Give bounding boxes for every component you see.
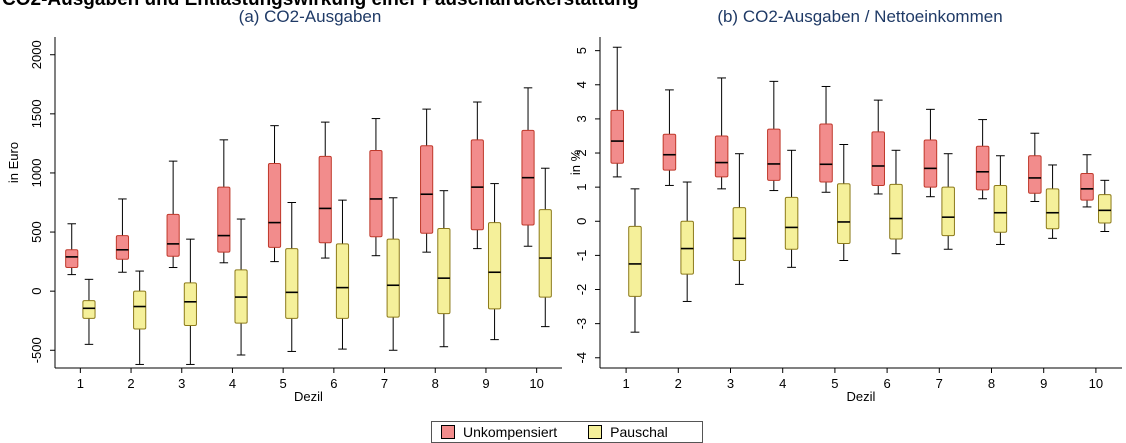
- panel-b-y-tick-label: 4: [574, 81, 589, 88]
- panel-b-x-tick-label: 3: [727, 376, 734, 391]
- panel-a-box-unkompensiert: [65, 249, 79, 269]
- panel-b-box-pauschal: [732, 207, 747, 262]
- panel-b-x-tick-label: 7: [936, 376, 943, 391]
- panel-a-x-tick-label: 2: [127, 376, 134, 391]
- panel-b-title: (b) CO2-Ausgaben / Nettoeinkommen: [717, 7, 1002, 26]
- panel-b-box-pauschal: [628, 225, 642, 297]
- panel-a-y-tick-label: 2000: [29, 40, 44, 69]
- panel-a-box-unkompensiert: [369, 149, 383, 238]
- panel-b-x-tick-label: 8: [988, 376, 995, 391]
- panel-a-x-tick-label: 3: [178, 376, 185, 391]
- panel-b-box-unkompensiert: [767, 128, 781, 181]
- panel-b-box-pauschal: [889, 183, 903, 240]
- panel-b-box-pauschal: [680, 220, 694, 275]
- panel-b-y-tick-label: 5: [574, 47, 589, 54]
- panel-b-x-tick-label: 2: [675, 376, 682, 391]
- panel-b-x-tick-label: 5: [831, 376, 838, 391]
- panel-a-x-tick-label: 8: [432, 376, 439, 391]
- panel-b-box-pauschal: [1045, 188, 1060, 230]
- panel-a-box-pauschal: [183, 282, 197, 326]
- panel-a-box-unkompensiert: [166, 213, 180, 257]
- panel-b-box-pauschal: [1098, 194, 1112, 224]
- panel-b-box-pauschal: [941, 186, 955, 237]
- panel-a-box-unkompensiert: [267, 162, 282, 248]
- panel-b-y-tick-label: -1: [574, 250, 589, 262]
- legend-label-pauschal: Pauschal: [610, 424, 668, 440]
- legend-item-unkompensiert: Unkompensiert: [441, 424, 557, 440]
- panel-a-x-tick-label: 10: [529, 376, 543, 391]
- panel-a-x-label: Dezil: [294, 389, 323, 404]
- panel-a-box-unkompensiert: [217, 186, 231, 253]
- panel-b-x-tick-label: 9: [1040, 376, 1047, 391]
- panel-b-box-unkompensiert: [610, 109, 624, 164]
- panel-b-y-tick-label: -3: [574, 318, 589, 330]
- panel-a-title: (a) CO2-Ausgaben: [239, 7, 382, 26]
- panel-a-y-label: in Euro: [6, 142, 21, 183]
- panel-a-x-tick-label: 5: [280, 376, 287, 391]
- panel-b-box-unkompensiert: [871, 131, 885, 186]
- panel-b-y-tick-label: 2: [574, 149, 589, 156]
- panel-b-x-tick-label: 1: [622, 376, 629, 391]
- panel-b-x-tick-label: 6: [883, 376, 890, 391]
- panel-a-box-unkompensiert: [420, 145, 434, 234]
- panel-b-box-unkompensiert: [1080, 172, 1094, 201]
- panel-b-box-unkompensiert: [819, 123, 833, 183]
- legend-item-pauschal: Pauschal: [588, 424, 668, 440]
- panel-b-box-pauschal: [784, 196, 799, 250]
- panel-a-y-tick-label: 0: [29, 288, 44, 295]
- panel-b-y-tick-label: 3: [574, 115, 589, 122]
- panel-a-box-pauschal: [133, 290, 147, 330]
- panel-a-box-pauschal: [437, 228, 451, 315]
- panel-b-y-label: in %: [568, 149, 583, 175]
- panel-a-box-pauschal: [487, 222, 502, 310]
- panel-b-x-label: Dezil: [847, 389, 876, 404]
- panel-b-box-unkompensiert: [923, 139, 938, 188]
- panel-a-box-pauschal: [82, 300, 96, 319]
- panel-a-box-pauschal: [386, 238, 400, 318]
- panel-b-x-tick-label: 10: [1089, 376, 1103, 391]
- panel-a-x-tick-label: 9: [482, 376, 489, 391]
- panel-b-y-tick-label: -2: [574, 284, 589, 296]
- panel-a-box-unkompensiert: [115, 235, 130, 260]
- panel-a-box-pauschal: [285, 248, 299, 319]
- panel-b-y-tick-label: 0: [574, 218, 589, 225]
- panel-b-box-unkompensiert: [662, 133, 677, 171]
- panel-b-box-unkompensiert: [975, 145, 990, 191]
- boxplot-chart: (a) CO2-Ausgaben -500 0 500 1000 1500 2000 in E…: [6, 7, 1122, 404]
- page-title: CO2-Ausgaben und Entlastungswirkung eine…: [0, 0, 1126, 11]
- panel-b-box-pauschal: [993, 184, 1008, 233]
- panel-b-box-unkompensiert: [714, 135, 729, 178]
- panel-a-x-tick-label: 6: [330, 376, 337, 391]
- legend-swatch-pauschal: [588, 425, 603, 439]
- panel-a-y-tick-label: 1000: [29, 158, 44, 187]
- panel-a-box-unkompensiert: [470, 139, 484, 231]
- panel-a-y-tick-label: 500: [29, 221, 44, 243]
- panel-a-box-unkompensiert: [318, 155, 332, 244]
- panel-a-x-tick-label: 1: [77, 376, 84, 391]
- panel-a-y-tick-label: -500: [29, 337, 44, 363]
- panel-a-x-tick-label: 7: [381, 376, 388, 391]
- panel-a-x-tick-label: 4: [229, 376, 236, 391]
- legend: Unkompensiert Pauschal: [431, 421, 703, 443]
- panel-b-box-unkompensiert: [1028, 155, 1042, 194]
- panel-b-x-tick-label: 4: [779, 376, 786, 391]
- panel-a-y-tick-label: 1500: [29, 99, 44, 128]
- legend-swatch-unkompensiert: [441, 425, 455, 439]
- panel-b-box-pauschal: [837, 183, 851, 244]
- panel-a-box-pauschal: [538, 209, 552, 298]
- panel-a-box-pauschal: [335, 243, 350, 319]
- panel-b-y-tick-label: 1: [574, 184, 589, 191]
- panel-b-y-tick-label: -4: [574, 352, 589, 364]
- legend-label-unkompensiert: Unkompensiert: [463, 424, 558, 440]
